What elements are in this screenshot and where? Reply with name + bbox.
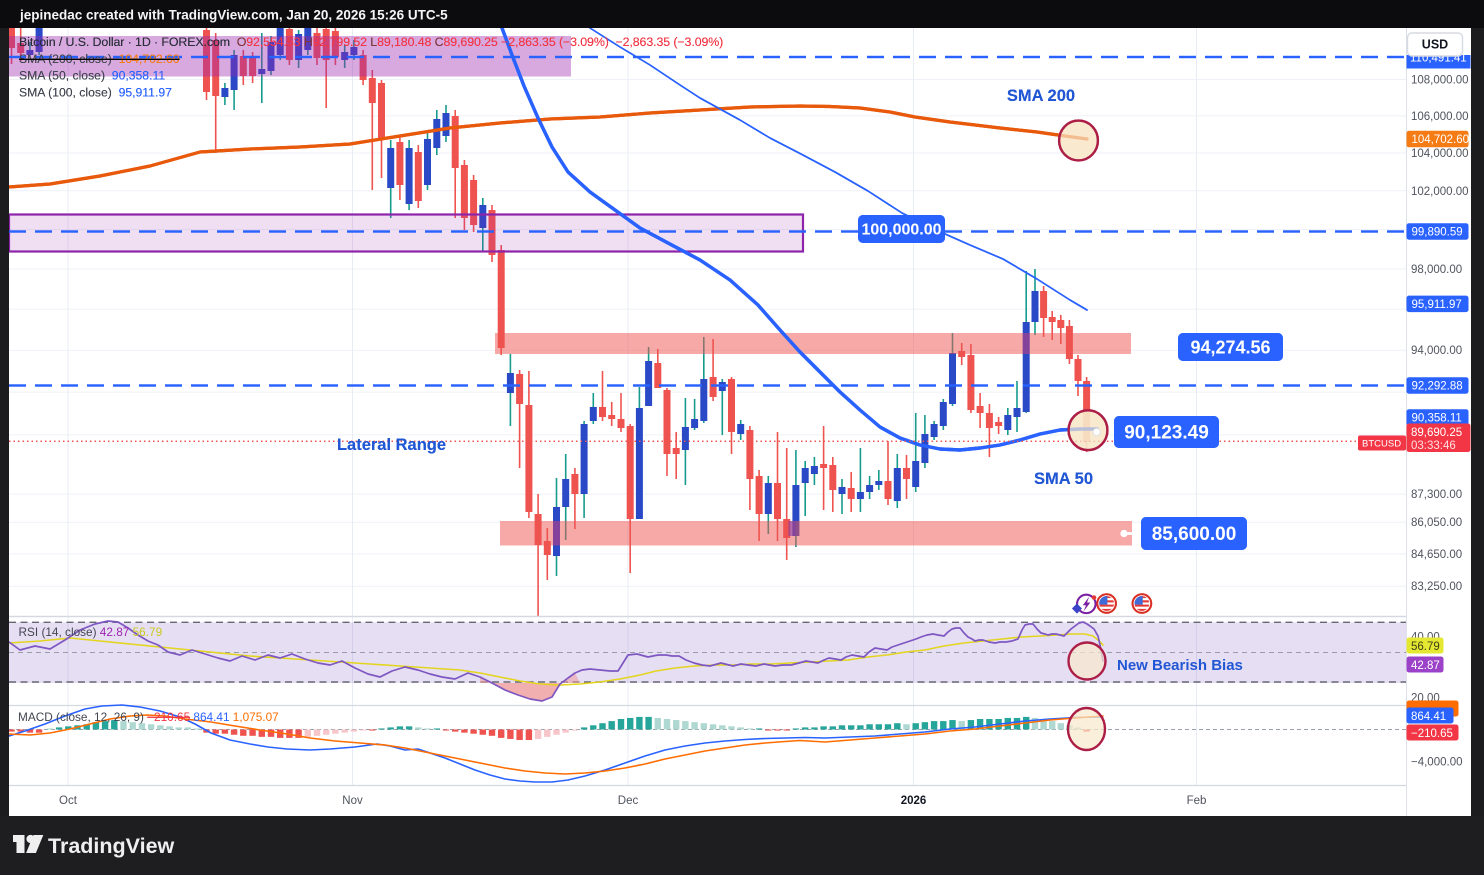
svg-text:110,491.41: 110,491.41	[1410, 53, 1467, 65]
svg-text:84,650.00: 84,650.00	[1411, 549, 1462, 561]
svg-text:2026: 2026	[901, 795, 927, 807]
svg-text:95,911.97: 95,911.97	[1412, 299, 1462, 311]
svg-text:SMA 200: SMA 200	[1007, 87, 1075, 105]
svg-text:106,000.00: 106,000.00	[1411, 111, 1469, 123]
svg-text:RSI (14, close) 42.87 56.79: RSI (14, close) 42.87 56.79	[19, 625, 163, 639]
svg-text:86,050.00: 86,050.00	[1411, 517, 1462, 529]
svg-text:92,292.88: 92,292.88	[1412, 381, 1463, 393]
svg-text:Feb: Feb	[1187, 795, 1207, 807]
svg-text:SMA (50, close) 90,358.11: SMA (50, close) 90,358.11	[19, 69, 165, 83]
svg-text:SMA 50: SMA 50	[1034, 470, 1093, 488]
svg-text:Lateral Range: Lateral Range	[337, 436, 446, 454]
svg-text:102,000.00: 102,000.00	[1411, 186, 1469, 198]
svg-text:864.41: 864.41	[1411, 711, 1446, 723]
svg-text:Bitcoin / U.S. Dollar · 1D · F: Bitcoin / U.S. Dollar · 1D · FOREX.com O…	[19, 35, 723, 49]
svg-text:MACD (close, 12, 26, 9) −210.6: MACD (close, 12, 26, 9) −210.65 864.41 1…	[18, 710, 279, 724]
svg-text:−4,000.00: −4,000.00	[1411, 757, 1462, 769]
svg-text:SMA (100, close) 95,911.97: SMA (100, close) 95,911.97	[19, 86, 172, 100]
svg-text:SMA (100, close) 95,911.97: SMA (100, close) 95,911.97	[19, 86, 172, 100]
svg-text:jepinedac created with Trading: jepinedac created with TradingView.com, …	[19, 8, 448, 23]
svg-text:100,000.00: 100,000.00	[861, 222, 941, 239]
svg-text:TradingView: TradingView	[48, 834, 175, 858]
svg-text:Nov: Nov	[342, 795, 363, 807]
svg-text:90,123.49: 90,123.49	[1124, 423, 1209, 444]
svg-text:Dec: Dec	[618, 795, 639, 807]
svg-text:104,000.00: 104,000.00	[1411, 148, 1469, 160]
svg-text:SMA 200: SMA 200	[1007, 87, 1075, 105]
svg-text:99,890.59: 99,890.59	[1412, 227, 1463, 239]
svg-text:56.79: 56.79	[1411, 641, 1440, 653]
svg-text:SMA (200, close) 104,702.60: SMA (200, close) 104,702.60	[19, 52, 180, 66]
svg-text:83,250.00: 83,250.00	[1411, 581, 1462, 593]
svg-text:94,000.00: 94,000.00	[1411, 345, 1462, 357]
svg-text:SMA 50: SMA 50	[1034, 470, 1093, 488]
svg-text:Bitcoin / U.S. Dollar · 1D · F: Bitcoin / U.S. Dollar · 1D · FOREX.com O…	[19, 35, 723, 49]
svg-text:108,000.00: 108,000.00	[1411, 75, 1469, 87]
svg-text:94,274.56: 94,274.56	[1190, 337, 1270, 357]
svg-text:BTCUSD: BTCUSD	[1362, 439, 1401, 450]
svg-text:SMA (200, close) 104,702.60: SMA (200, close) 104,702.60	[19, 52, 180, 66]
svg-text:−210.65: −210.65	[1411, 728, 1453, 740]
svg-text:Oct: Oct	[59, 795, 78, 807]
svg-text:87,300.00: 87,300.00	[1411, 489, 1462, 501]
svg-text:89,690.25: 89,690.25	[1411, 427, 1462, 439]
svg-text:USD: USD	[1422, 38, 1448, 52]
svg-text:New Bearish Bias: New Bearish Bias	[1117, 657, 1243, 674]
svg-text:Lateral Range: Lateral Range	[337, 436, 446, 454]
svg-text:90,358.11: 90,358.11	[1412, 413, 1462, 425]
svg-text:98,000.00: 98,000.00	[1411, 264, 1462, 276]
svg-text:03:33:46: 03:33:46	[1411, 440, 1456, 452]
svg-text:104,702.60: 104,702.60	[1412, 134, 1470, 146]
svg-text:42.87: 42.87	[1411, 660, 1440, 672]
svg-text:SMA (50, close) 90,358.11: SMA (50, close) 90,358.11	[19, 69, 165, 83]
svg-text:85,600.00: 85,600.00	[1152, 524, 1237, 545]
